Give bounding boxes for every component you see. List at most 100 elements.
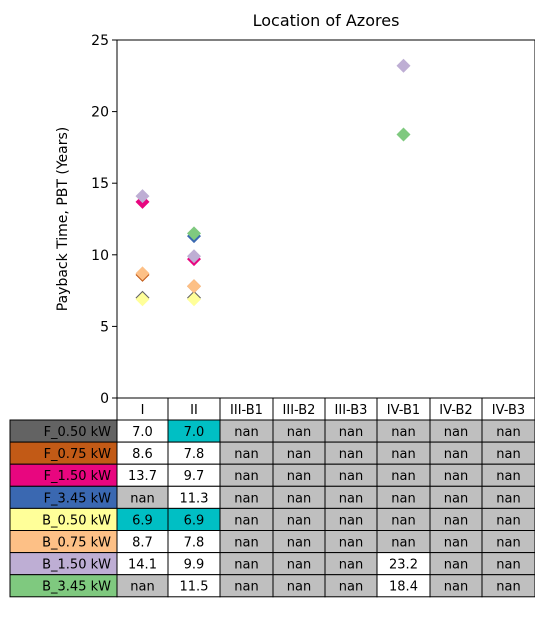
y-tick-label: 10 <box>91 248 109 264</box>
y-tick-label: 25 <box>91 33 109 49</box>
table-cell-value: 6.9 <box>132 513 153 528</box>
table-row-label: F_3.45 kW <box>44 491 112 506</box>
data-point <box>396 127 411 142</box>
table-cell-value: 8.6 <box>132 447 153 462</box>
table-cell-value: 13.7 <box>128 469 157 484</box>
table-cell-value: nan <box>234 513 258 528</box>
table-cell-value: nan <box>339 580 363 595</box>
y-axis-ticks: 0 5 10 15 20 25 <box>91 33 117 407</box>
data-point <box>135 189 150 204</box>
table-cell-value: nan <box>287 425 311 440</box>
table-cell-value: nan <box>496 513 520 528</box>
data-table: I II III-B1 III-B2 III-B3 IV-B1 IV-B2 IV-B3F_0.… <box>9 397 535 598</box>
table-cell-value: nan <box>130 580 154 595</box>
table-cell-value: nan <box>339 513 363 528</box>
table-cell-value: nan <box>496 580 520 595</box>
table-cell <box>481 574 535 598</box>
table-cell-value: nan <box>287 558 311 573</box>
table-cell-value: nan <box>391 536 415 551</box>
table-cell-value: 7.0 <box>132 425 153 440</box>
table-cell-value: nan <box>496 447 520 462</box>
data-point <box>135 266 150 281</box>
table-cell-value: nan <box>444 558 468 573</box>
table-cell-value: nan <box>444 513 468 528</box>
y-tick-label: 5 <box>100 319 109 335</box>
table-cell-value: 7.0 <box>184 425 205 440</box>
table-cell-value: nan <box>391 513 415 528</box>
data-point <box>135 292 150 307</box>
table-cell-value: nan <box>444 580 468 595</box>
table-cell-value: nan <box>287 536 311 551</box>
table-row-label: B_1.50 kW <box>42 558 111 573</box>
table-cell-value: nan <box>287 447 311 462</box>
table-cell-value: 23.2 <box>389 558 418 573</box>
table-row-label: B_0.50 kW <box>42 513 111 528</box>
table-cell-value: nan <box>339 536 363 551</box>
table-cell-value: nan <box>234 469 258 484</box>
table-cell-value: nan <box>391 425 415 440</box>
table-cell-value: 9.9 <box>184 558 205 573</box>
data-point <box>396 58 411 73</box>
data-point <box>187 279 201 294</box>
table-row-label: B_0.75 kW <box>42 536 111 551</box>
y-tick-label: 15 <box>91 176 109 192</box>
y-axis-label: Payback Time, PBT (Years) <box>55 127 71 311</box>
table-header-label: III-B2 <box>283 403 316 418</box>
table-cell-value: nan <box>234 536 258 551</box>
table-cell-value: nan <box>234 491 258 506</box>
table-cell-value: 18.4 <box>389 580 418 595</box>
table-cell-value: nan <box>496 469 520 484</box>
table-row-label: F_0.50 kW <box>44 425 112 440</box>
table-cell-value: nan <box>496 536 520 551</box>
table-cell-value: nan <box>339 491 363 506</box>
y-tick-label: 20 <box>91 105 109 121</box>
table-cell-value: nan <box>234 425 258 440</box>
table-cell-value: nan <box>444 491 468 506</box>
table-cell-value: 7.8 <box>184 536 205 551</box>
table-cell-value: nan <box>391 491 415 506</box>
table-cell-value: nan <box>339 447 363 462</box>
table-row-label: B_3.45 kW <box>42 580 111 595</box>
data-point <box>187 249 201 264</box>
table-cell-value: 8.7 <box>132 536 153 551</box>
table-cell-value: 14.1 <box>128 558 157 573</box>
table-cell-value: nan <box>496 425 520 440</box>
table-header-label: II <box>190 403 198 418</box>
table-cell-value: nan <box>234 558 258 573</box>
table-cell-value: 6.9 <box>184 513 205 528</box>
table-cell-value: 11.3 <box>180 491 209 506</box>
table-cell-value: nan <box>130 491 154 506</box>
table-cell-value: nan <box>339 469 363 484</box>
data-point <box>187 292 201 307</box>
table-header-label: III-B1 <box>230 403 263 418</box>
table-cell-value: 7.8 <box>184 447 205 462</box>
table-header-label: IV-B3 <box>492 403 525 418</box>
table-cell-value: nan <box>339 558 363 573</box>
y-tick-label: 0 <box>100 391 109 407</box>
table-cell-value: nan <box>287 513 311 528</box>
table-cell-value: 9.7 <box>184 469 205 484</box>
table-cell-value: nan <box>496 558 520 573</box>
table-cell-value: nan <box>234 447 258 462</box>
table-row-label: F_1.50 kW <box>44 469 112 484</box>
table-cell-value: nan <box>444 469 468 484</box>
table-header-label: I <box>141 403 145 418</box>
table-cell-value: nan <box>391 447 415 462</box>
table-cell-value: nan <box>444 447 468 462</box>
table-cell-value: nan <box>339 425 363 440</box>
chart-title: Location of Azores <box>253 11 400 30</box>
plot-area <box>116 39 535 399</box>
table-cell-value: 11.5 <box>180 580 209 595</box>
table-cell-value: nan <box>234 580 258 595</box>
table-header-label: IV-B1 <box>387 403 420 418</box>
table-cell-value: nan <box>496 491 520 506</box>
table-cell-value: nan <box>287 491 311 506</box>
data-points <box>135 58 411 307</box>
table-cell-value: nan <box>391 469 415 484</box>
table-cell-value: nan <box>287 469 311 484</box>
table-cell-value: nan <box>444 425 468 440</box>
table-cell-value: nan <box>287 580 311 595</box>
table-header-label: III-B3 <box>335 403 368 418</box>
data-point <box>187 226 201 241</box>
